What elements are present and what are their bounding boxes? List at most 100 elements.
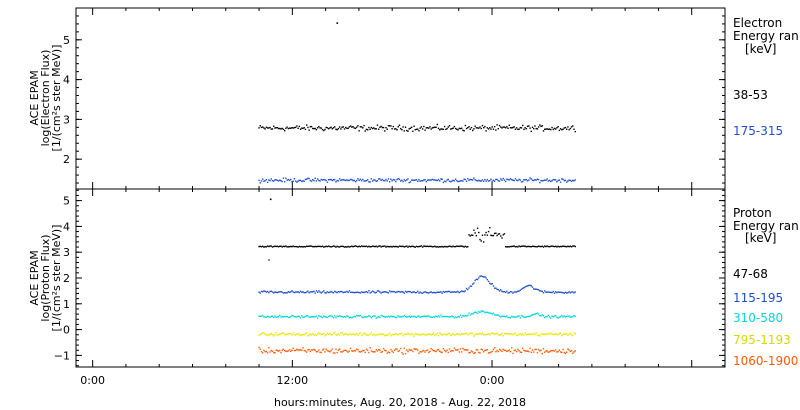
proton-point-310-580 (570, 316, 573, 318)
electron-point-38-53 (423, 125, 425, 128)
proton-point-310-580 (469, 314, 471, 316)
electron-point-175-315 (440, 178, 442, 180)
proton-point-115-195 (290, 291, 292, 293)
proton-point-310-580 (323, 315, 325, 317)
proton-point-795-1193 (495, 333, 497, 335)
electron-point-175-315 (349, 178, 352, 181)
electron-point-175-315 (486, 178, 489, 181)
proton-point-310-580 (362, 316, 364, 319)
proton-point-310-580 (356, 314, 358, 317)
electron-point-175-315 (384, 179, 386, 182)
proton-point-795-1193 (522, 333, 524, 335)
proton-point-310-580 (321, 316, 324, 319)
proton-point-1060-1900 (326, 349, 329, 352)
electron-point-38-53 (440, 128, 442, 130)
electron-point-175-315 (351, 178, 353, 181)
proton-point-795-1193 (506, 333, 508, 335)
proton-point-1060-1900 (570, 350, 573, 352)
proton-point-115-195 (482, 276, 485, 278)
proton-point-310-580 (489, 312, 491, 314)
proton-point-1060-1900 (331, 348, 333, 350)
electron-point-38-53 (546, 128, 548, 130)
proton-point-310-580 (351, 317, 353, 319)
electron-point-38-53 (386, 128, 388, 130)
proton-point-310-580 (432, 316, 435, 318)
electron-point-175-315 (315, 180, 318, 182)
proton-point-47-68 (506, 246, 508, 248)
proton-point-795-1193 (517, 334, 519, 336)
proton-point-795-1193 (387, 333, 390, 336)
electron-point-38-53 (515, 127, 518, 129)
electron-point-175-315 (359, 178, 362, 180)
proton-point-795-1193 (481, 332, 484, 334)
proton-point-795-1193 (487, 333, 490, 335)
proton-point-47-68 (365, 245, 368, 247)
electron-point-175-315 (423, 179, 425, 181)
electron-point-38-53 (498, 124, 501, 127)
proton-point-115-195 (535, 288, 537, 290)
electron-point-175-315 (377, 178, 380, 180)
electron-point-38-53 (475, 127, 478, 129)
proton-point-1060-1900 (439, 350, 441, 352)
electron-point-38-53 (366, 129, 369, 131)
electron-point-175-315 (340, 179, 342, 182)
proton-point-115-195 (478, 277, 480, 279)
proton-point-795-1193 (475, 333, 478, 335)
proton-point-795-1193 (551, 333, 553, 335)
proton-point-47-68 (282, 245, 285, 248)
proton-point-47-68 (298, 245, 301, 248)
electron-point-175-315 (513, 179, 515, 182)
proton-point-115-195 (517, 290, 519, 292)
electron-point-38-53 (331, 128, 333, 130)
proton-point-795-1193 (388, 332, 391, 335)
proton-point-47-68 (470, 234, 473, 236)
proton-point-47-68 (338, 246, 341, 248)
proton-point-310-580 (268, 316, 270, 318)
electron-point-175-315 (285, 177, 287, 179)
electron-point-175-315 (470, 179, 473, 181)
proton-point-115-195 (307, 290, 309, 292)
proton-point-795-1193 (453, 334, 456, 336)
electron-point-38-53 (496, 124, 498, 126)
electron-point-175-315 (353, 179, 355, 182)
proton-point-310-580 (429, 316, 431, 318)
proton-point-115-195 (323, 290, 325, 292)
proton-point-310-580 (370, 316, 373, 319)
proton-point-47-68 (544, 245, 546, 247)
proton-point-310-580 (544, 316, 546, 319)
proton-point-47-68 (332, 245, 335, 247)
proton-point-310-580 (471, 313, 474, 315)
electron-point-38-53 (548, 128, 551, 130)
electron-point-38-53 (436, 123, 438, 126)
proton-point-115-195 (302, 291, 304, 293)
proton-point-310-580 (334, 315, 336, 317)
proton-point-795-1193 (334, 331, 336, 334)
proton-point-47-68 (401, 245, 403, 248)
proton-point-795-1193 (308, 334, 310, 336)
proton-point-795-1193 (497, 334, 500, 336)
electron-point-175-315 (358, 179, 360, 182)
proton-point-1060-1900 (467, 349, 469, 351)
proton-point-115-195 (406, 291, 408, 293)
proton-point-795-1193 (366, 334, 369, 336)
proton-point-115-195 (507, 292, 509, 294)
electron-ylabel-line-3: [1/(cm²s ster MeV)] (50, 45, 63, 152)
proton-point-1060-1900 (421, 350, 424, 352)
electron-legend-175-315: 175-315 (733, 124, 783, 138)
proton-point-795-1193 (462, 333, 464, 335)
proton-point-795-1193 (346, 333, 348, 335)
proton-legend-115-195: 115-195 (733, 291, 783, 305)
electron-point-175-315 (463, 178, 465, 180)
x-tick-label: 12:00 (276, 374, 308, 387)
proton-point-1060-1900 (552, 349, 554, 352)
proton-point-310-580 (565, 315, 568, 318)
proton-point-1060-1900 (435, 350, 437, 353)
proton-point-795-1193 (520, 334, 523, 336)
proton-point-115-195 (431, 292, 434, 294)
proton-point-1060-1900 (347, 351, 349, 353)
proton-point-47-68 (402, 245, 404, 248)
electron-point-38-53 (476, 127, 479, 129)
proton-point-310-580 (537, 313, 540, 315)
proton-point-795-1193 (518, 333, 520, 336)
proton-point-795-1193 (452, 333, 454, 335)
